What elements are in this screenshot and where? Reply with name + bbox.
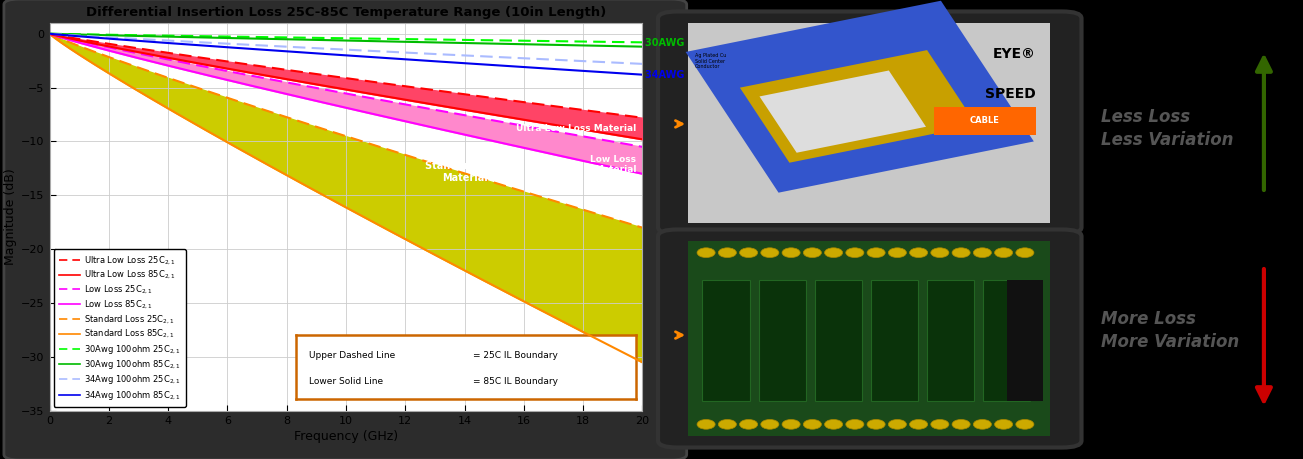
Circle shape xyxy=(973,420,992,429)
Circle shape xyxy=(930,248,949,257)
Circle shape xyxy=(866,420,885,429)
Circle shape xyxy=(803,248,821,257)
Bar xyxy=(870,280,919,401)
Circle shape xyxy=(846,420,864,429)
Circle shape xyxy=(782,248,800,257)
Circle shape xyxy=(718,248,736,257)
Circle shape xyxy=(866,248,885,257)
Circle shape xyxy=(973,248,992,257)
Circle shape xyxy=(761,420,779,429)
Bar xyxy=(702,280,749,401)
Bar xyxy=(1007,280,1042,401)
Text: EYE®: EYE® xyxy=(993,47,1036,61)
Circle shape xyxy=(761,248,779,257)
Circle shape xyxy=(909,420,928,429)
Circle shape xyxy=(994,420,1012,429)
Bar xyxy=(814,280,861,401)
Text: Standard Loss
Material: Standard Loss Material xyxy=(425,161,504,183)
Bar xyxy=(758,280,805,401)
Text: Low Loss
Material: Low Loss Material xyxy=(590,155,636,174)
Text: Less Loss
Less Variation: Less Loss Less Variation xyxy=(1101,108,1234,149)
Circle shape xyxy=(1016,420,1033,429)
Circle shape xyxy=(718,420,736,429)
Circle shape xyxy=(909,248,928,257)
Circle shape xyxy=(889,248,907,257)
Title: Differential Insertion Loss 25C-85C Temperature Range (10in Length): Differential Insertion Loss 25C-85C Temp… xyxy=(86,6,606,19)
Legend: Ultra Low Loss 25C$_{2,1}$, Ultra Low Loss 85C$_{2,1}$, Low Loss 25C$_{2,1}$, Lo: Ultra Low Loss 25C$_{2,1}$, Ultra Low Lo… xyxy=(53,249,185,407)
Circle shape xyxy=(846,248,864,257)
Bar xyxy=(926,280,975,401)
Circle shape xyxy=(740,420,757,429)
Circle shape xyxy=(740,248,757,257)
Text: More Loss
More Variation: More Loss More Variation xyxy=(1101,310,1239,351)
Text: Ag Plated Cu
Solid Center
Conductor: Ag Plated Cu Solid Center Conductor xyxy=(696,53,727,69)
Text: SPEED: SPEED xyxy=(985,87,1036,101)
Bar xyxy=(685,1,1033,193)
Bar xyxy=(984,280,1031,401)
Text: CABLE: CABLE xyxy=(969,116,999,125)
Text: 30AWG Cable: 30AWG Cable xyxy=(645,39,719,48)
Circle shape xyxy=(930,420,949,429)
Text: 34AWG Cable: 34AWG Cable xyxy=(645,70,719,80)
Bar xyxy=(934,107,1036,135)
Circle shape xyxy=(697,420,715,429)
X-axis label: Frequency (GHz): Frequency (GHz) xyxy=(294,430,397,443)
Y-axis label: Magnitude (dB): Magnitude (dB) xyxy=(4,168,17,265)
Circle shape xyxy=(825,420,843,429)
Circle shape xyxy=(994,248,1012,257)
Bar xyxy=(740,50,977,162)
Circle shape xyxy=(889,420,907,429)
Bar xyxy=(760,71,926,153)
Circle shape xyxy=(1016,248,1033,257)
Circle shape xyxy=(952,420,971,429)
Circle shape xyxy=(782,420,800,429)
Text: Ultra Low Loss Material: Ultra Low Loss Material xyxy=(516,124,636,133)
Circle shape xyxy=(803,420,821,429)
Circle shape xyxy=(825,248,843,257)
Circle shape xyxy=(697,248,715,257)
Circle shape xyxy=(952,248,971,257)
